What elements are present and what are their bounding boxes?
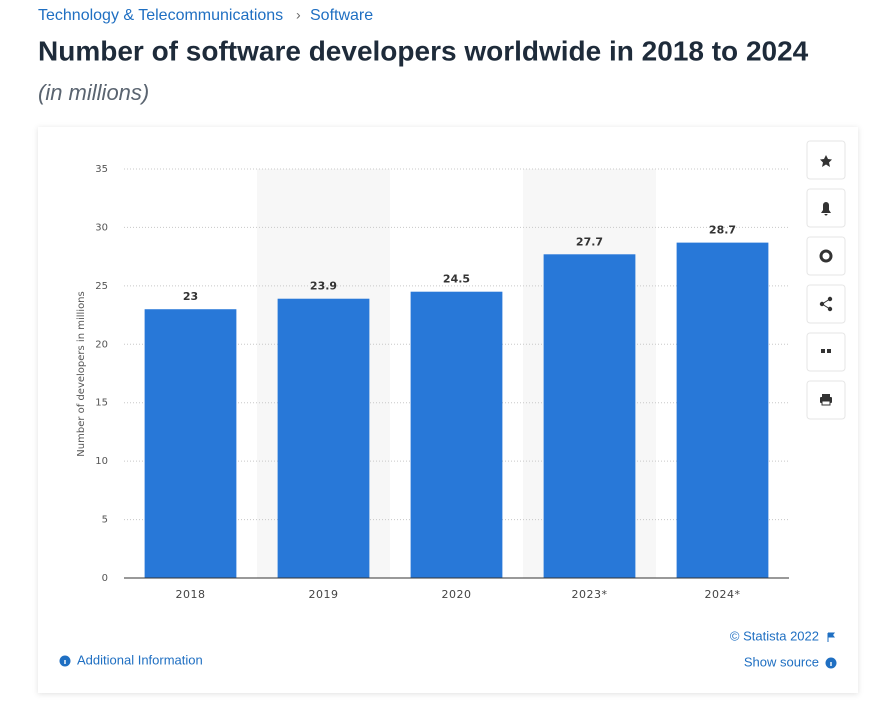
page-title: Number of software developers worldwide … (38, 35, 809, 66)
x-tick-label: 2020 (442, 588, 472, 601)
breadcrumb-separator: › (296, 7, 301, 23)
value-label: 23.9 (310, 280, 337, 293)
share-icon (819, 296, 833, 312)
plot: 0 5 10 15 20 25 30 35 2018 23 2019 23.9 2020 24.5 2023… (95, 164, 789, 601)
info-glyph (64, 660, 66, 664)
x-tick-label: 2019 (309, 588, 339, 601)
value-label: 24.5 (443, 273, 470, 286)
y-axis-label: Number of developers in millions (76, 291, 87, 456)
bar (144, 309, 237, 578)
flag-icon (827, 632, 835, 642)
star-icon (820, 155, 832, 167)
y-tick-label: 30 (95, 222, 108, 233)
quote-icon (821, 349, 831, 353)
x-tick-label: 2018 (176, 588, 206, 601)
y-tick-label: 10 (95, 456, 108, 467)
cite-button[interactable] (806, 332, 846, 372)
info-glyph (830, 662, 832, 666)
y-tick-label: 35 (95, 164, 108, 175)
y-tick-label: 0 (102, 573, 108, 584)
bar (676, 242, 769, 578)
value-label: 27.7 (576, 235, 603, 248)
additional-information[interactable]: Additional Information (77, 652, 203, 667)
y-tick-label: 25 (95, 281, 108, 292)
y-tick-label: 15 (95, 398, 108, 409)
gear-icon (819, 249, 833, 263)
value-label: 23 (183, 290, 198, 303)
copyright[interactable]: © Statista 2022 (730, 628, 819, 643)
toolbar (806, 140, 846, 420)
y-tick-label: 20 (95, 339, 108, 350)
bar (277, 298, 370, 578)
bar (410, 291, 503, 578)
breadcrumb-link[interactable]: Technology & Telecommunications (38, 7, 283, 24)
print-icon (820, 394, 832, 406)
value-label: 28.7 (709, 224, 736, 237)
show-source[interactable]: Show source (744, 654, 819, 669)
breadcrumb-link[interactable]: Software (310, 7, 373, 24)
x-tick-label: 2023* (572, 588, 608, 601)
share-button[interactable] (806, 284, 846, 324)
settings-button[interactable] (806, 236, 846, 276)
x-tick-label: 2024* (705, 588, 741, 601)
bar (543, 254, 636, 578)
subtitle: (in millions) (38, 80, 149, 105)
y-tick-label: 5 (102, 515, 108, 526)
bell-icon (821, 202, 831, 216)
